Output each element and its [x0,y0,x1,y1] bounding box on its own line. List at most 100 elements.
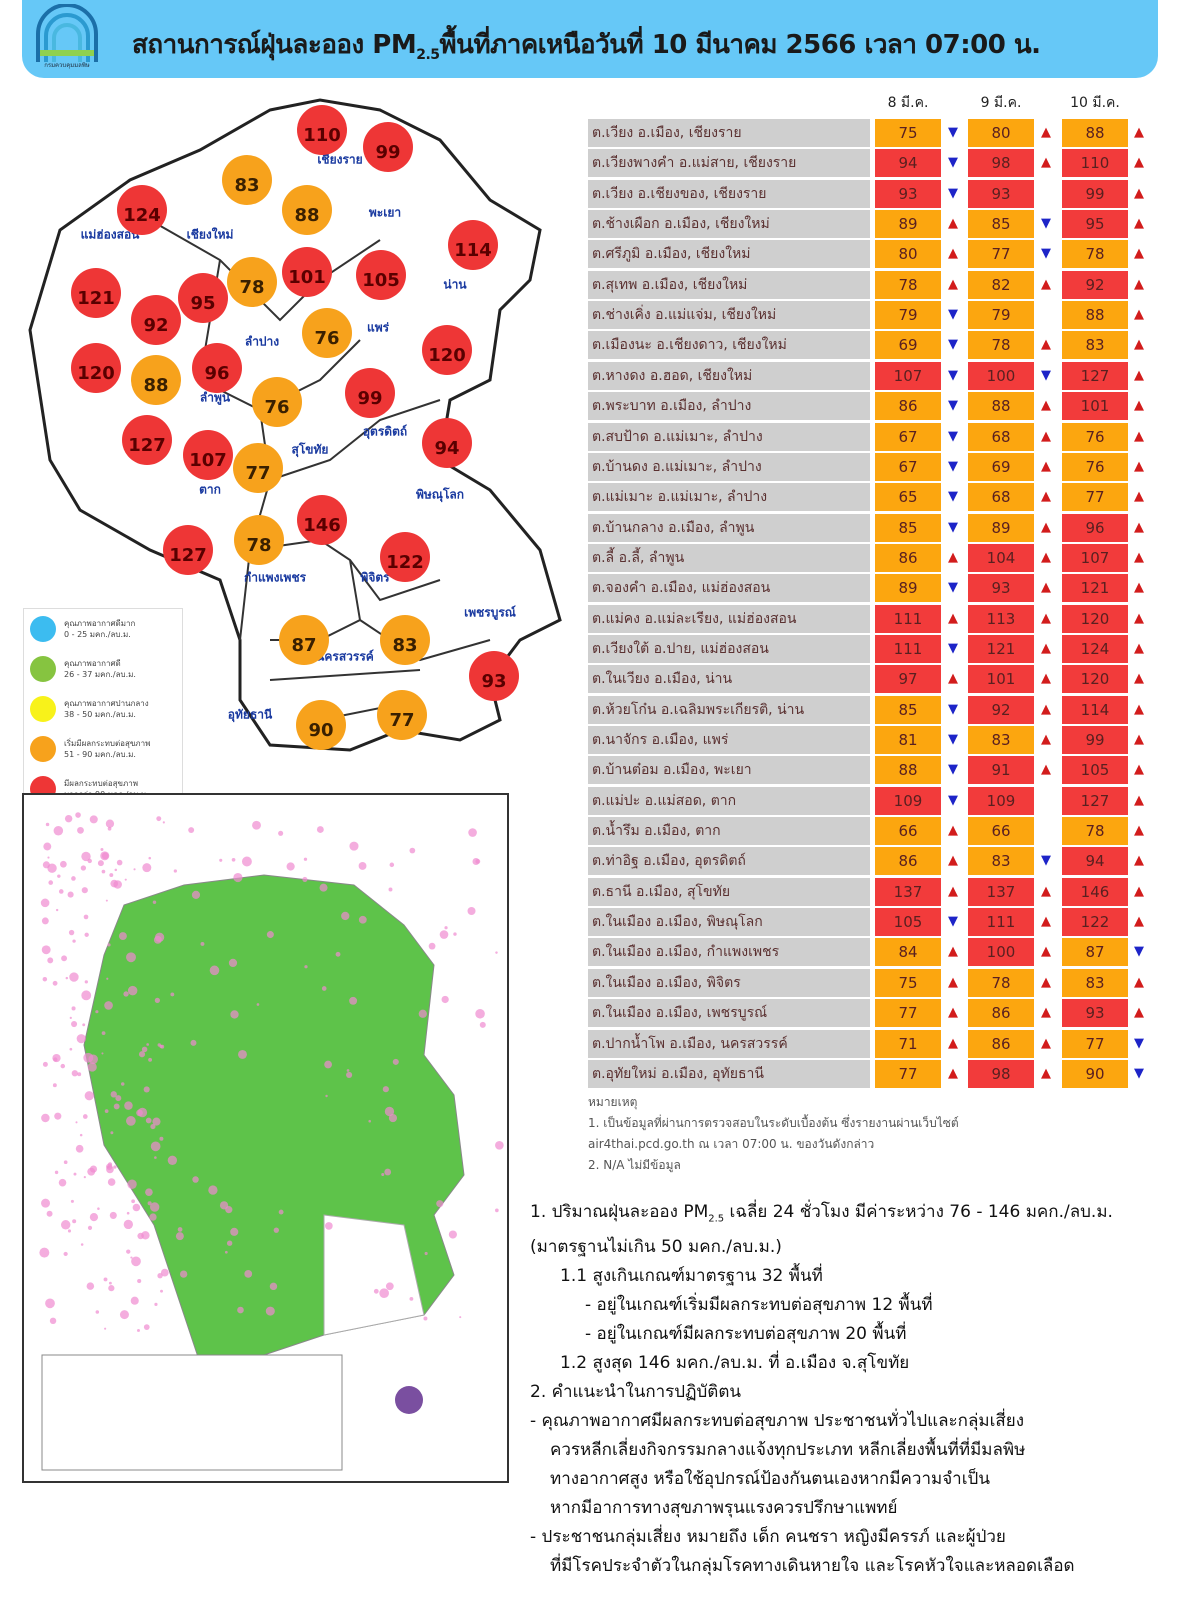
trend-down-icon: ▼ [948,185,958,201]
legend-label: คุณภาพอากาศดีมาก 0 - 25 มคก./ลบ.ม. [64,618,135,640]
trend-up-icon: ▲ [1041,701,1051,717]
trend-up-icon: ▲ [1041,125,1051,140]
hotspot [58,889,64,894]
table-row: ต.ศรีภูมิ อ.เมือง, เชียงใหม่ 80 ▲ 77 ▼ 78 ▲ [588,240,1160,269]
hotspot [208,1185,218,1195]
legend-range: 26 - 37 มคก./ลบ.ม. [64,670,136,679]
hotspot [475,1009,485,1019]
summary-line: ควรหลีกเลี่ยงกิจกรรมกลางแจ้งทุกประเภท หล… [550,1440,1026,1461]
legend-item: คุณภาพอากาศดีมาก 0 - 25 มคก./ลบ.ม. [24,609,182,649]
hotspot [76,1034,86,1044]
trend-down-icon: ▼ [948,398,958,414]
table-row: ต.แม่คง อ.แม่ละเรียง, แม่ฮ่องสอน 111 ▲ 113 ▲… [588,604,1160,633]
station-name: ต.ในเมือง อ.เมือง, พิษณุโลก [588,908,870,937]
trend-up-icon: ▲ [948,276,958,292]
hotspot [45,1298,55,1309]
pm25-value: 81 [875,726,941,754]
pm25-value: 137 [875,877,941,906]
station-name: ต.หางดง อ.ฮอด, เชียงใหม่ [588,361,870,390]
hotspot [123,991,129,997]
hotspot [75,1144,84,1153]
trend-up-icon: ▲ [1041,762,1051,778]
table-row: ต.ในเมือง อ.เมือง, เพชรบูรณ์ 77 ▲ 86 ▲ 93 ▲ [588,999,1160,1028]
station-name: ต.ลี้ อ.ลี้, ลำพูน [588,543,870,572]
hotspot [148,1057,153,1062]
hotspot [71,876,76,881]
trend-up-icon: ▲ [1041,549,1051,565]
pm25-value: 93 [875,179,941,208]
station-name: ต.ช่างเคิ่ง อ.แม่แจ่ม, เชียงใหม่ [588,301,870,330]
station-bubble: 127 [163,525,213,575]
hotspot [237,1306,244,1314]
station-name: ต.จองคำ อ.เมือง, แม่ฮ่องสอน [588,574,870,603]
note-1: 1. เป็นข้อมูลที่ผ่านการตรวจสอบในระดับเบื… [588,1116,959,1130]
hotspot [126,1249,131,1254]
hotspot [126,952,136,963]
station-name: ต.นาจักร อ.เมือง, แพร่ [588,726,870,754]
hotspot [265,1306,275,1316]
trend-up-icon: ▲ [1134,489,1144,505]
table-row: ต.หางดง อ.ฮอด, เชียงใหม่ 107 ▼ 100 ▼ 127 ▲ [588,361,1160,390]
summary-line: (มาตรฐานไม่เกิน 50 มคก./ลบ.ม.) [530,1237,782,1258]
pm25-value: 87 [1062,938,1128,967]
hotspot [467,907,476,916]
aqi-legend: คุณภาพอากาศดีมาก 0 - 25 มคก./ลบ.ม. คุณภาพอ… [23,608,183,818]
pm25-value: 113 [968,604,1034,633]
hotspot [68,929,75,936]
legend-label: คุณภาพอากาศปานกลาง 38 - 50 มคก./ลบ.ม. [64,698,149,720]
pm25-value: 86 [968,999,1034,1028]
hotspot [47,957,54,964]
table-row: ต.บ้านดง อ.แม่เมาะ, ลำปาง 67 ▼ 69 ▲ 76 ▲ [588,452,1160,481]
hotspot [113,1103,120,1110]
station-bubble: 99 [363,122,413,172]
province-label: ตาก [199,482,221,497]
province-label: แม่ฮ่องสอน [80,227,140,242]
hotspot [104,1001,113,1010]
hotspot [95,1310,100,1314]
pm25-value: 86 [875,543,941,572]
station-name: ต.ช้างเผือก อ.เมือง, เชียงใหม่ [588,210,870,239]
station-bubble: 88 [282,185,332,235]
hotspot [154,1302,158,1306]
hotspot [132,1203,141,1212]
hotspot [304,965,308,969]
hotspot [88,1054,98,1065]
trend-up-icon: ▲ [1134,125,1144,140]
hotspot [148,856,152,860]
hotspot [266,931,274,939]
note-2: 2. N/A ไม่มีข้อมูล [588,1158,681,1172]
hotspot [219,1201,229,1210]
table-row: ต.ธานี อ.เมือง, สุโขทัย 137 ▲ 137 ▲ 146 ▲ [588,877,1160,906]
station-bubble: 87 [279,615,329,665]
table-row: ต.ในเวียง อ.เมือง, น่าน 97 ▲ 101 ▲ 120 ▲ [588,665,1160,694]
hotspot [256,1003,260,1006]
hotspot [105,899,108,902]
trend-up-icon: ▲ [1041,883,1051,899]
pm25-value: 77 [875,999,941,1028]
station-bubble: 127 [122,415,172,465]
trend-up-icon: ▲ [1041,428,1051,444]
province-label: กำแพงเพชร [243,570,307,585]
hotspot [130,1256,133,1259]
hotspot [81,887,88,894]
station-bubble: 77 [377,690,427,740]
hotspot [146,1043,150,1046]
summary-line: - อยู่ในเกณฑ์มีผลกระทบต่อสุขภาพ 20 พื้นท… [585,1324,907,1345]
table-row: ต.ในเมือง อ.เมือง, พิจิตร 75 ▲ 78 ▲ 83 ▲ [588,968,1160,997]
legend-range: 38 - 50 มคก./ลบ.ม. [64,710,136,719]
pm25-value: 94 [1062,847,1128,876]
trend-up-icon: ▲ [1134,640,1144,656]
pm25-value: 93 [1062,999,1128,1028]
hotspot [228,958,238,968]
hotspot [124,878,127,881]
trend-down-icon: ▼ [948,580,958,596]
trend-up-icon: ▲ [948,823,958,839]
table-row: ต.นาจักร อ.เมือง, แพร่ 81 ▼ 83 ▲ 99 ▲ [588,726,1160,754]
province-label: อุทัยธานี [227,707,273,722]
trend-up-icon: ▲ [1134,276,1144,292]
hotspot [175,1232,184,1241]
station-bubble: 76 [252,377,302,427]
hotspot [84,932,89,937]
station-bubble: 121 [71,268,121,318]
trend-down-icon: ▼ [948,640,958,656]
